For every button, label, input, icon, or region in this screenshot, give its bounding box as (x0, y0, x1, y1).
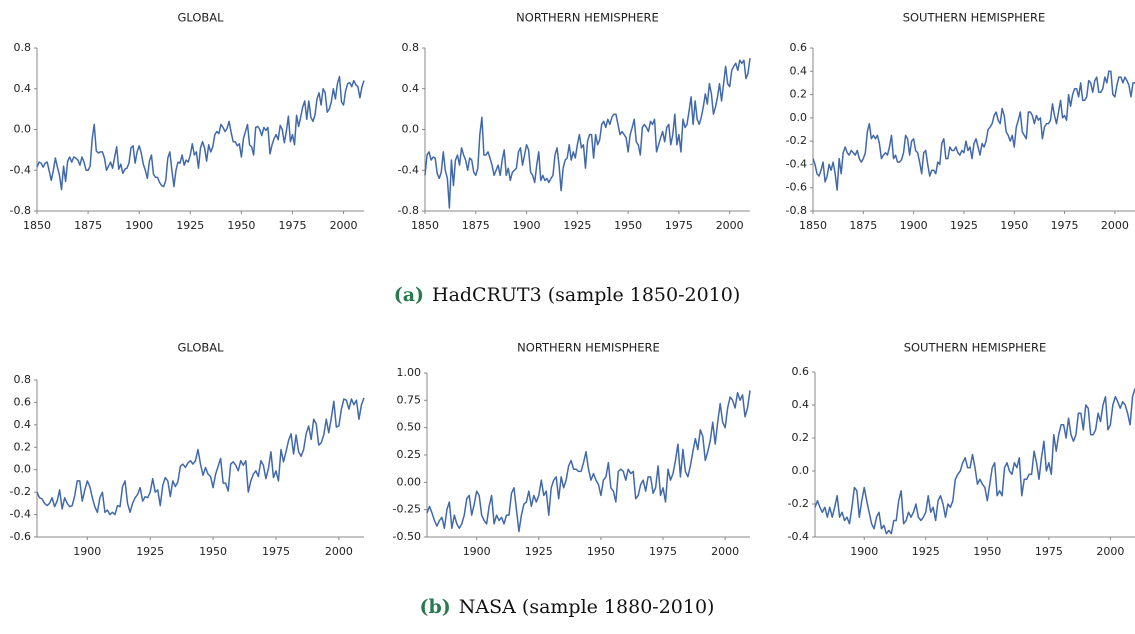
x-tick-label: 1850 (23, 219, 51, 232)
y-tick-label: 0.4 (792, 398, 810, 411)
x-tick-label: 1950 (973, 545, 1001, 558)
y-tick-label: 0.4 (790, 64, 808, 77)
chart-title: GLOBAL (177, 11, 224, 25)
x-tick-label: 1900 (900, 219, 928, 232)
x-tick-label: 1975 (1051, 219, 1079, 232)
x-tick-label: 1925 (525, 545, 553, 558)
y-tick-label: 0.2 (790, 88, 808, 101)
x-tick-label: 1900 (73, 545, 101, 558)
x-tick-label: 1850 (799, 219, 827, 232)
x-tick-label: 1975 (665, 219, 693, 232)
x-tick-label: 1950 (1000, 219, 1028, 232)
x-tick-label: 1850 (411, 219, 439, 232)
y-tick-label: -0.4 (788, 530, 809, 543)
x-tick-label: 1950 (199, 545, 227, 558)
y-tick-label: 0.4 (14, 418, 32, 431)
x-tick-label: 1900 (125, 219, 153, 232)
y-tick-label: 0.0 (14, 463, 32, 476)
x-tick-label: 1975 (649, 545, 677, 558)
x-tick-label: 1950 (587, 545, 615, 558)
x-tick-label: 1975 (278, 219, 306, 232)
y-tick-label: 0.00 (397, 475, 422, 488)
y-tick-label: 1.00 (397, 366, 422, 379)
x-tick-label: 1925 (176, 219, 204, 232)
y-tick-label: 0.0 (790, 111, 808, 124)
y-tick-label: 0.6 (790, 41, 808, 54)
chart-title: SOUTHERN HEMISPHERE (904, 341, 1047, 355)
chart-title: NORTHERN HEMISPHERE (516, 11, 659, 25)
x-tick-label: 1925 (912, 545, 940, 558)
y-tick-label: -0.2 (786, 134, 807, 147)
x-tick-label: 2000 (330, 219, 358, 232)
y-tick-label: 0.0 (792, 464, 810, 477)
x-tick-label: 1925 (950, 219, 978, 232)
y-tick-label: 0.75 (397, 393, 422, 406)
y-tick-label: 0.50 (397, 421, 422, 434)
y-tick-label: 0.25 (397, 448, 422, 461)
y-tick-label: -0.4 (786, 157, 807, 170)
y-tick-label: 0.6 (792, 365, 810, 378)
y-tick-label: -0.6 (10, 530, 31, 543)
y-tick-label: -0.6 (786, 181, 807, 194)
x-tick-label: 1875 (849, 219, 877, 232)
chart-title: SOUTHERN HEMISPHERE (903, 11, 1046, 25)
y-tick-label: 0.8 (402, 41, 420, 54)
y-tick-label: 0.2 (792, 431, 810, 444)
data-line (814, 388, 1135, 535)
x-tick-label: 1975 (1035, 545, 1063, 558)
x-tick-label: 1950 (614, 219, 642, 232)
caption-label: (b) (420, 596, 451, 618)
y-tick-label: 0.4 (402, 82, 420, 95)
y-tick-label: 0.6 (14, 395, 32, 408)
y-tick-label: -0.8 (398, 204, 419, 217)
x-tick-label: 2000 (716, 219, 744, 232)
data-line (36, 397, 365, 516)
x-tick-label: 1925 (136, 545, 164, 558)
x-tick-label: 1900 (463, 545, 491, 558)
x-tick-label: 1875 (462, 219, 490, 232)
x-tick-label: 2000 (1096, 545, 1124, 558)
y-tick-label: 0.4 (14, 82, 32, 95)
x-tick-label: 1900 (850, 545, 878, 558)
x-tick-label: 1975 (262, 545, 290, 558)
x-tick-label: 1900 (513, 219, 541, 232)
caption: (a) HadCRUT3 (sample 1850-2010) (394, 284, 741, 306)
y-tick-label: -0.50 (393, 530, 421, 543)
y-tick-label: -0.4 (398, 163, 419, 176)
x-tick-label: 1875 (74, 219, 102, 232)
y-tick-label: -0.2 (788, 497, 809, 510)
chart-title: NORTHERN HEMISPHERE (517, 341, 660, 355)
y-tick-label: -0.4 (10, 163, 31, 176)
x-tick-label: 1925 (563, 219, 591, 232)
caption-text: NASA (sample 1880-2010) (459, 596, 715, 618)
y-tick-label: 0.0 (402, 123, 420, 136)
y-tick-label: 0.8 (14, 41, 32, 54)
y-tick-label: -0.4 (10, 508, 31, 521)
y-tick-label: 0.0 (14, 123, 32, 136)
caption: (b) NASA (sample 1880-2010) (420, 596, 715, 618)
x-tick-label: 2000 (325, 545, 353, 558)
y-tick-label: 0.8 (14, 373, 32, 386)
y-tick-label: -0.25 (393, 503, 421, 516)
data-line (812, 70, 1135, 191)
data-line (36, 75, 365, 191)
x-tick-label: 2000 (711, 545, 739, 558)
y-tick-label: -0.2 (10, 485, 31, 498)
caption-text: HadCRUT3 (sample 1850-2010) (432, 284, 740, 306)
caption-label: (a) (394, 284, 424, 306)
x-tick-label: 1950 (227, 219, 255, 232)
y-tick-label: 0.2 (14, 440, 32, 453)
data-line (424, 58, 751, 209)
x-tick-label: 2000 (1101, 219, 1129, 232)
y-tick-label: -0.8 (10, 204, 31, 217)
y-tick-label: -0.8 (786, 204, 807, 217)
chart-title: GLOBAL (177, 341, 224, 355)
data-line (426, 390, 751, 533)
